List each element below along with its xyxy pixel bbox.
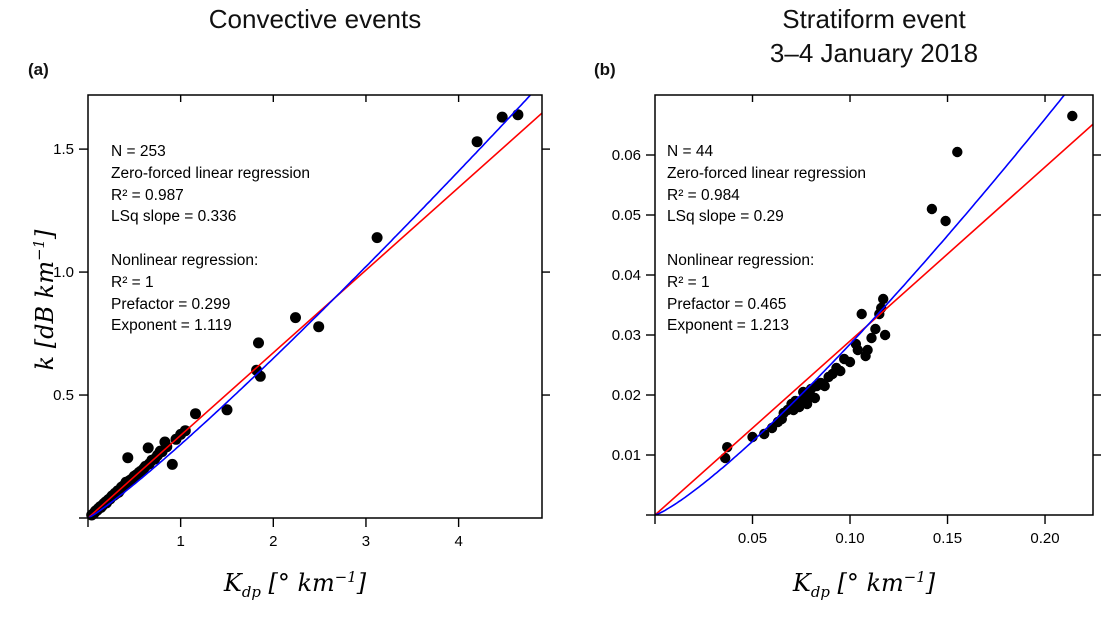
data-point [844,356,856,368]
x-tick-label: 0.20 [1030,530,1059,547]
data-point [862,344,873,356]
data-point [856,308,867,320]
panel-b-plot: 0.05 0.10 0.15 0.20 0.01 0.02 0.03 0.04 0.05 0.06 [612,94,1101,547]
power-fit-curve [88,95,532,518]
y-tick-label: 0.06 [612,147,641,164]
y-tick-label: 0.02 [612,387,641,404]
panel-b-title: Stratiform event 3–4 January 2018 [769,4,979,68]
data-point [512,109,524,121]
data-point [819,380,830,392]
data-point [801,398,813,410]
panel-b-x-axis-label: Kdp [° km−1] [792,568,936,601]
axis-ticks [79,95,550,527]
data-point [870,323,881,335]
data-point [122,452,134,464]
data-point [254,370,266,382]
panel-a-plot: 1 2 3 4 0.5 1.0 1.5 [53,94,550,550]
panel-a-title: Convective events [208,4,422,34]
data-point [952,146,963,158]
panel-a-stats-annotation: N = 253 Zero-forced linear regression R²… [111,143,311,335]
x-tick-label: 0.05 [738,530,767,547]
y-tick-label: 0.03 [612,327,641,344]
x-tick-label: 4 [454,533,462,550]
y-tick-label: 0.05 [612,207,641,224]
panel-b-label: (b) [594,60,616,79]
data-point [722,442,733,453]
data-point [835,365,846,377]
data-point [142,442,154,454]
x-tick-label: 2 [269,533,277,550]
data-point [866,332,877,344]
data-point [371,232,383,244]
plot-frame [654,94,1094,516]
data-point [190,408,201,420]
data-point [809,392,821,404]
data-point [940,215,951,227]
data-point [496,111,508,123]
data-point [759,428,770,440]
panel-a-label: (a) [28,60,49,79]
linear-fit-line [655,123,1093,515]
data-point [852,344,863,356]
plot-frame [87,94,543,519]
y-tick-label: 0.5 [53,387,74,404]
data-point [879,329,891,341]
axis-ticks [646,95,1101,524]
data-point [166,458,178,470]
x-tick-label: 0.15 [933,530,962,547]
y-tick-label: 0.01 [612,447,641,464]
data-point [926,203,938,215]
data-point [471,136,483,148]
data-point [313,321,325,333]
data-point [878,293,889,305]
y-tick-label: 0.04 [612,267,641,284]
data-point [221,404,233,416]
panel-b-stats-annotation: N = 44 Zero-forced linear regression R² … [667,143,867,335]
power-fit-curve [655,95,1066,515]
x-tick-label: 0.10 [835,530,864,547]
linear-fit-line [88,112,542,518]
y-tick-label: 1.0 [53,264,74,281]
x-tick-label: 1 [176,533,184,550]
x-tick-label: 3 [362,533,370,550]
data-point [290,312,301,324]
panel-a-x-axis-label: Kdp [° km−1] [223,568,367,601]
panel-a-y-axis-label: k [dB km−1] [30,229,59,371]
y-tick-label: 1.5 [53,141,74,158]
data-point [1067,110,1078,122]
data-point [253,337,264,349]
